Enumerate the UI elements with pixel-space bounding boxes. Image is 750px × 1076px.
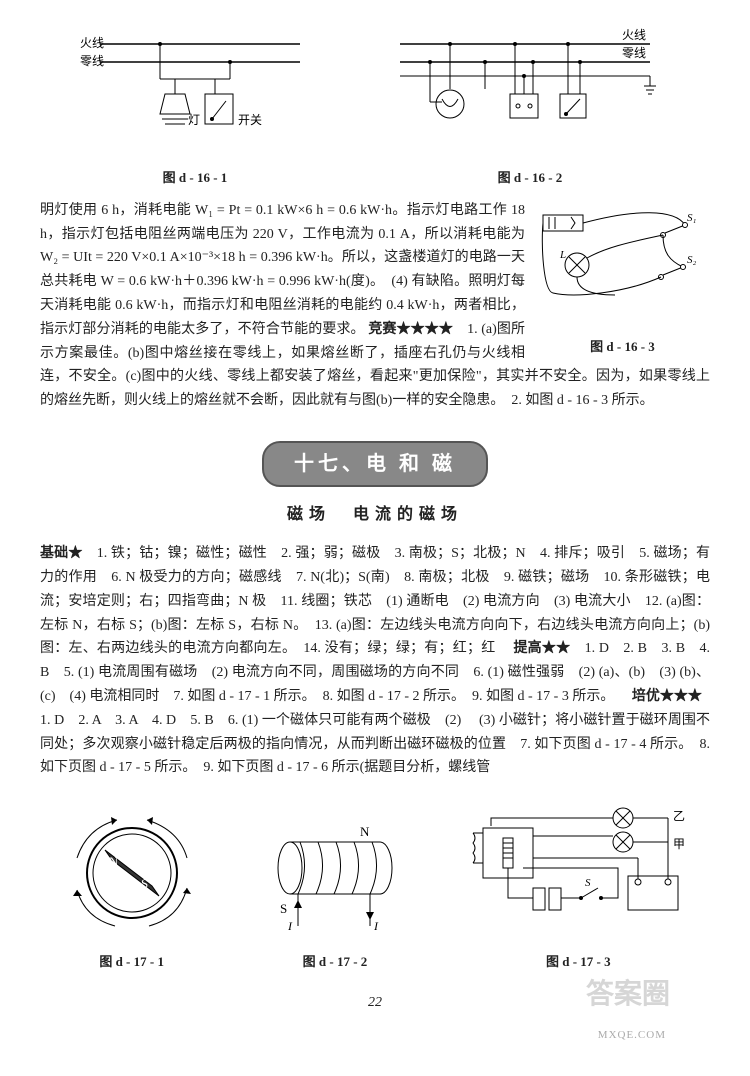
svg-text:乙: 乙 bbox=[673, 809, 685, 823]
svg-text:S: S bbox=[141, 876, 148, 891]
svg-text:N: N bbox=[109, 854, 119, 869]
svg-text:I: I bbox=[287, 919, 293, 933]
chapter-banner-text: 十七、电 和 磁 bbox=[262, 441, 488, 487]
svg-text:甲: 甲 bbox=[673, 837, 685, 851]
svg-text:S: S bbox=[280, 901, 287, 916]
figure-caption-d16-2: 图 d - 16 - 2 bbox=[390, 167, 670, 189]
peiyou-label: 培优★★★ bbox=[632, 689, 702, 704]
figure-caption-d16-1: 图 d - 16 - 1 bbox=[80, 167, 310, 189]
svg-text:S: S bbox=[585, 877, 591, 889]
figure-d16-3: S₁ L S₂ 图 d - 16 - 3 bbox=[535, 203, 710, 358]
figure-d17-3: 乙 甲 S 图 d - bbox=[463, 798, 693, 973]
figure-d16-2: 火线 零线 bbox=[390, 24, 670, 189]
figure-d16-1: 火线 零线 灯 开关 图 d - 16 - 1 bbox=[80, 24, 310, 189]
svg-text:S₁: S₁ bbox=[687, 212, 697, 224]
circuit-d16-2-svg: 火线 零线 bbox=[390, 24, 670, 154]
svg-text:S₂: S₂ bbox=[687, 254, 697, 266]
svg-text:L: L bbox=[559, 249, 566, 261]
svg-text:零线: 零线 bbox=[80, 54, 104, 68]
tigao-label: 提高★★ bbox=[513, 641, 570, 656]
figure-caption-d17-1: 图 d - 17 - 1 bbox=[57, 951, 207, 973]
svg-text:零线: 零线 bbox=[622, 46, 646, 60]
svg-text:火线: 火线 bbox=[622, 28, 646, 42]
chapter-banner: 十七、电 和 磁 bbox=[40, 441, 710, 487]
svg-text:火线: 火线 bbox=[80, 36, 104, 50]
compass-d17-1-svg: N S bbox=[57, 808, 207, 938]
figure-d17-2: N S I I 图 d - 17 - 2 bbox=[240, 808, 430, 973]
jingsai-label: 竞赛★★★★ bbox=[368, 322, 453, 337]
watermark-url: MXQE.COM bbox=[598, 1026, 666, 1045]
circuit-d16-3-svg: S₁ L S₂ bbox=[535, 203, 710, 323]
top-figures-row: 火线 零线 灯 开关 图 d - 16 - 1 火线 bbox=[40, 24, 710, 189]
relay-d17-3-svg: 乙 甲 S bbox=[463, 798, 693, 938]
figure-caption-d17-3: 图 d - 17 - 3 bbox=[463, 951, 693, 973]
svg-text:灯: 灯 bbox=[188, 113, 200, 127]
jichu-label: 基础★ bbox=[40, 546, 83, 561]
paragraph-main: S₁ L S₂ 图 d - 16 - 3 明灯使用 6 h，消耗电能 W₁ = … bbox=[40, 199, 710, 413]
solenoid-d17-2-svg: N S I I bbox=[240, 808, 430, 938]
circuit-d16-1-svg: 火线 零线 灯 开关 bbox=[80, 24, 310, 154]
jichu-text: 1. 铁；钴；镍；磁性；磁性 2. 强；弱；磁极 3. 南极；S；北极；N 4.… bbox=[40, 546, 710, 656]
answers-block: 基础★ 1. 铁；钴；镍；磁性；磁性 2. 强；弱；磁极 3. 南极；S；北极；… bbox=[40, 542, 710, 780]
subtitle: 磁场 电流的磁场 bbox=[40, 501, 710, 528]
figure-caption-d16-3: 图 d - 16 - 3 bbox=[535, 336, 710, 358]
svg-text:开关: 开关 bbox=[238, 113, 262, 127]
bottom-figures-row: N S 图 d - 17 - 1 N S I bbox=[40, 798, 710, 973]
figure-caption-d17-2: 图 d - 17 - 2 bbox=[240, 951, 430, 973]
svg-text:I: I bbox=[373, 919, 379, 933]
paragraph-1-text: 明灯使用 6 h，消耗电能 W₁ = Pt = 0.1 kW×6 h = 0.6… bbox=[40, 203, 525, 337]
page-number: 22 bbox=[40, 991, 710, 1015]
svg-text:N: N bbox=[360, 824, 370, 839]
figure-d17-1: N S 图 d - 17 - 1 bbox=[57, 808, 207, 973]
